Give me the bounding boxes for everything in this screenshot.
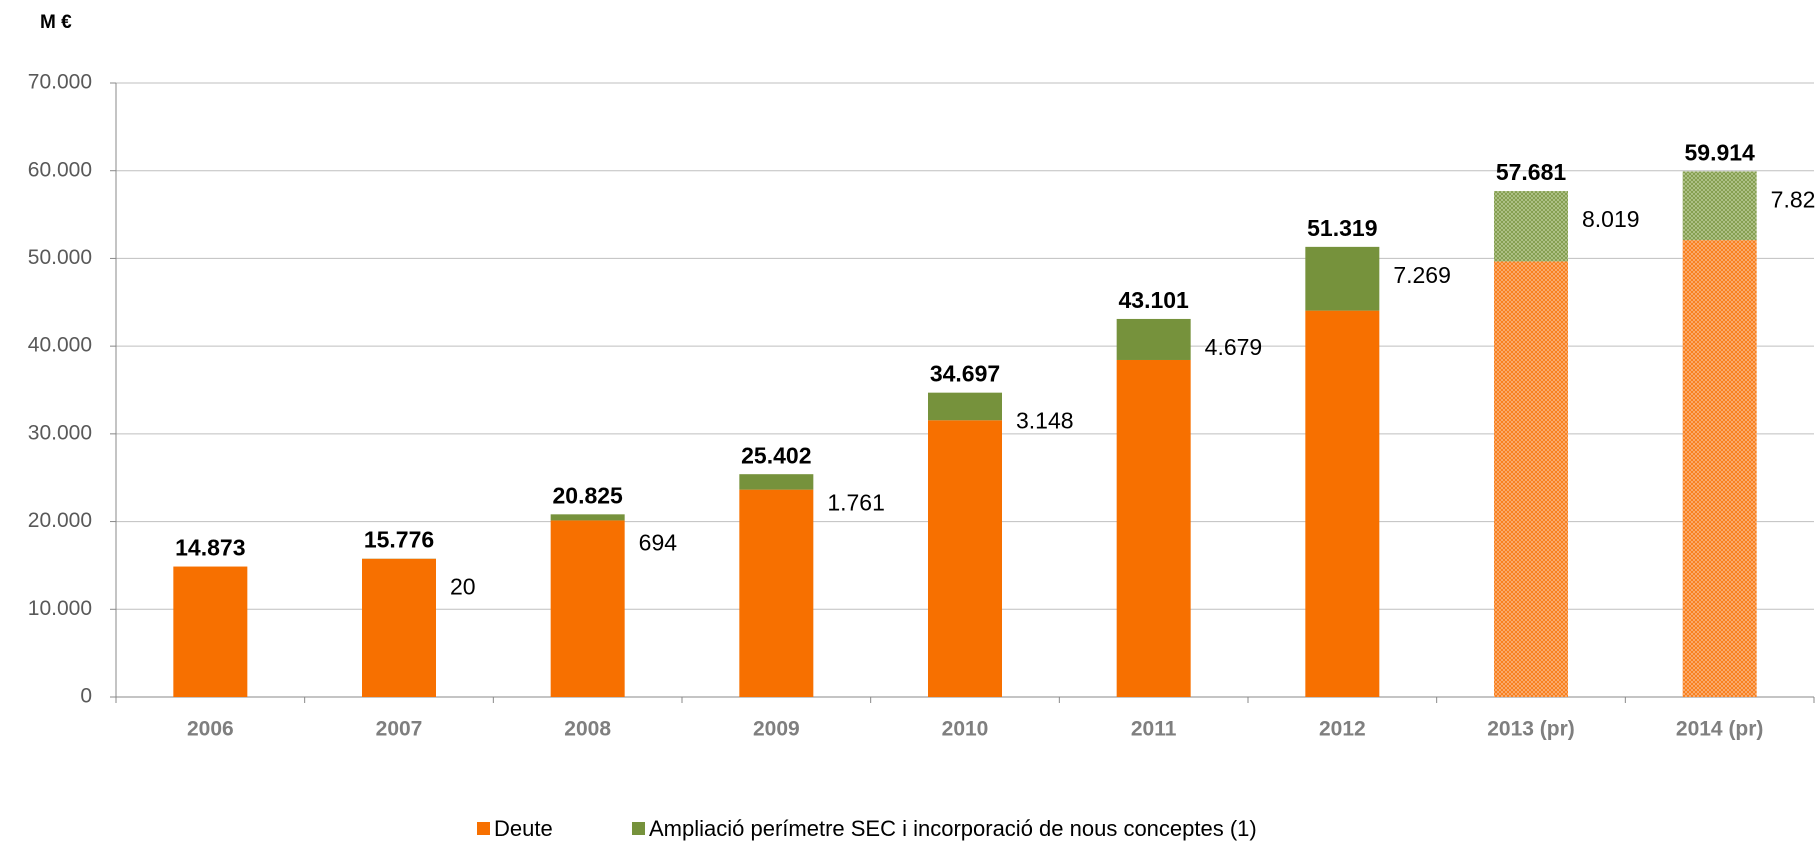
total-label: 57.681 [1496, 159, 1567, 185]
value-label: 3.148 [1016, 408, 1074, 434]
x-tick-label: 2009 [753, 718, 800, 741]
bar-segment [739, 474, 814, 490]
x-tick-label: 2010 [942, 718, 989, 741]
legend-swatch [632, 822, 645, 835]
y-tick-label: 0 [80, 685, 92, 708]
total-label: 20.825 [552, 482, 623, 508]
bar-segment [173, 566, 248, 697]
x-tick-label: 2006 [187, 718, 234, 741]
value-label: 7.825 [1771, 187, 1816, 213]
x-tick-label: 2011 [1131, 718, 1177, 741]
y-tick-label: 20.000 [28, 509, 92, 532]
y-tick-label: 40.000 [28, 334, 92, 357]
total-label: 34.697 [930, 361, 1000, 387]
y-tick-label: 70.000 [28, 71, 92, 94]
total-label: 51.319 [1307, 215, 1377, 241]
y-tick-label: 30.000 [28, 421, 92, 444]
bar-segment [1116, 359, 1191, 697]
x-tick-label: 2014 (pr) [1676, 718, 1764, 741]
bar-segment [1494, 261, 1568, 697]
bar-segment [550, 514, 625, 521]
value-label: 694 [639, 529, 678, 555]
bar-segment [550, 520, 625, 697]
value-label: 7.269 [1393, 262, 1451, 288]
bar-segment [1682, 240, 1757, 698]
value-label: 20 [450, 574, 476, 600]
legend-label: Deute [494, 816, 553, 841]
total-label: 59.914 [1684, 140, 1755, 166]
bar-segment [1305, 246, 1380, 311]
bar-segment [928, 420, 1002, 697]
bar-segment [928, 392, 1002, 421]
y-tick-label: 50.000 [28, 246, 92, 269]
x-tick-label: 2012 [1319, 718, 1366, 741]
unit-label: M € [40, 12, 72, 33]
x-tick-label: 2013 (pr) [1487, 718, 1575, 741]
total-label: 43.101 [1118, 287, 1189, 313]
value-label: 8.019 [1582, 206, 1640, 232]
y-tick-label: 10.000 [28, 597, 92, 620]
total-label: 25.402 [741, 442, 811, 468]
x-tick-label: 2008 [564, 718, 611, 741]
bar-segment [1305, 310, 1380, 697]
y-tick-label: 60.000 [28, 158, 92, 181]
bar-segment [362, 558, 436, 697]
bar-segment [739, 489, 814, 697]
x-tick-label: 2007 [376, 718, 423, 741]
legend-swatch [477, 822, 490, 835]
total-label: 14.873 [175, 535, 245, 561]
value-label: 1.761 [827, 489, 885, 515]
bar-segment [1682, 171, 1757, 241]
total-label: 15.776 [364, 527, 434, 553]
value-label: 4.679 [1205, 334, 1263, 360]
legend-label: Ampliació perímetre SEC i incorporació d… [649, 816, 1257, 841]
bar-segment [1494, 191, 1568, 262]
bar-segment [1116, 318, 1191, 360]
